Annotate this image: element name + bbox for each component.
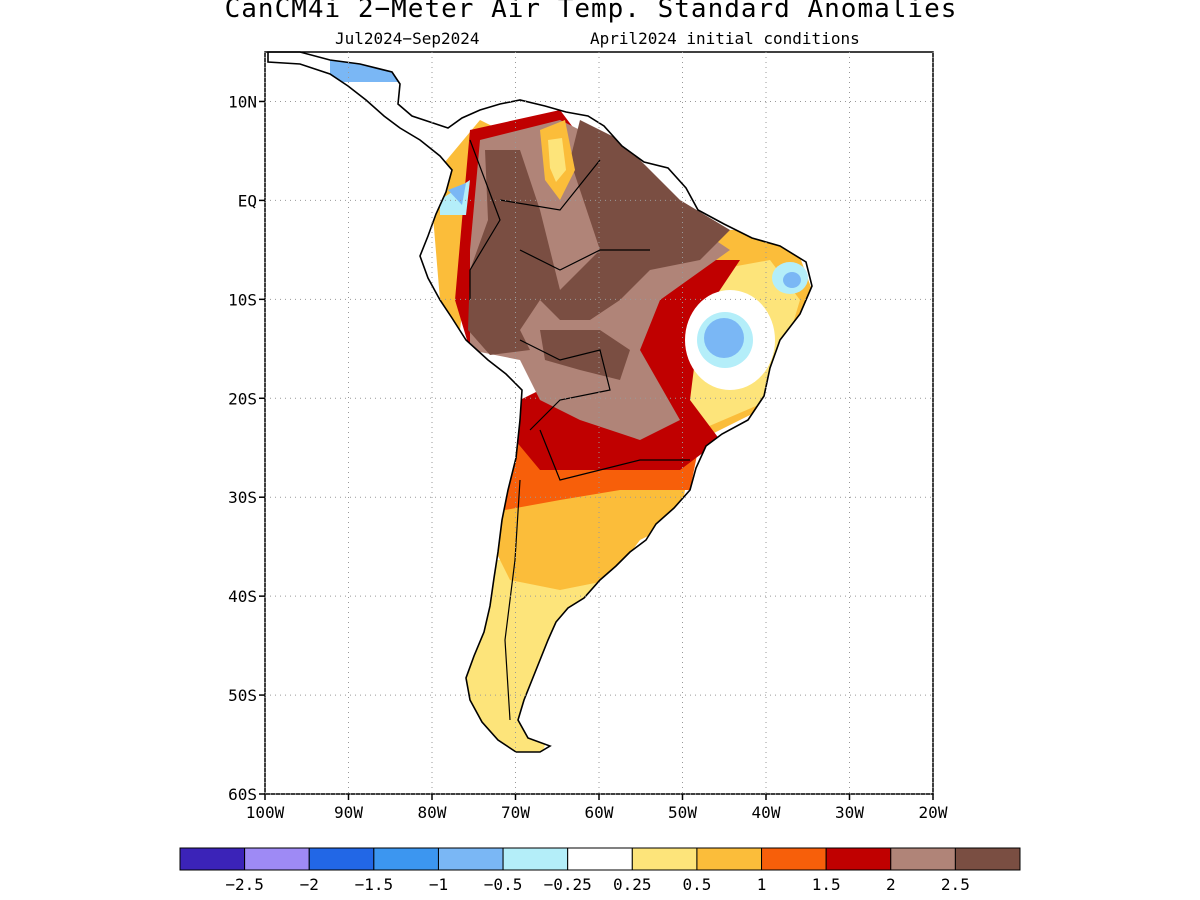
gridlines — [264, 52, 934, 795]
colorbar-swatch — [890, 847, 956, 871]
latitude-ticks: 10N EQ 10S 20S 30S 40S 50S 60S — [228, 92, 265, 804]
longitude-ticks: 100W 90W 80W 70W 60W 50W 40W 30W 20W — [246, 794, 948, 822]
colorbar-swatch — [696, 847, 763, 871]
colorbar-label: 1 — [757, 875, 767, 894]
colorbar-label: −0.5 — [484, 875, 523, 894]
lon-tick-label: 100W — [246, 803, 285, 822]
colorbar-label: −2.5 — [225, 875, 264, 894]
colorbar-label: 2.5 — [941, 875, 970, 894]
colorbar-swatch — [954, 847, 1021, 871]
forecast-period-label: Jul2024−Sep2024 — [335, 29, 480, 48]
lon-tick-label: 50W — [668, 803, 697, 822]
lat-tick-label: 50S — [228, 686, 257, 705]
colorbar — [179, 847, 1021, 871]
colorbar-swatch — [502, 847, 569, 871]
colorbar-label: −0.25 — [544, 875, 592, 894]
colorbar-swatch — [437, 847, 504, 871]
colorbar-swatch — [825, 847, 892, 871]
colorbar-label: 2 — [886, 875, 896, 894]
lat-tick-label: 30S — [228, 488, 257, 507]
colorbar-swatch — [761, 847, 827, 871]
lon-tick-label: 40W — [752, 803, 781, 822]
colorbar-swatch — [308, 847, 375, 871]
country-borders — [469, 139, 690, 721]
lon-tick-label: 80W — [418, 803, 447, 822]
colorbar-swatch — [244, 847, 310, 871]
initial-conditions-label: April2024 initial conditions — [590, 29, 860, 48]
anomaly-shading — [268, 52, 812, 752]
colorbar-swatch — [373, 847, 439, 871]
lat-tick-label: 10N — [228, 92, 257, 111]
lat-tick-label: 10S — [228, 290, 257, 309]
lat-tick-label: 40S — [228, 587, 257, 606]
lon-tick-label: 20W — [919, 803, 948, 822]
lat-tick-label: EQ — [238, 191, 257, 210]
colorbar-labels: −2.5 −2 −1.5 −1 −0.5 −0.25 0.25 0.5 1 1.5 2 2.5 — [225, 875, 969, 894]
colorbar-label: 1.5 — [812, 875, 841, 894]
colorbar-swatch — [567, 847, 633, 871]
lon-tick-label: 90W — [334, 803, 363, 822]
colorbar-label: −1.5 — [355, 875, 394, 894]
colorbar-label: 0.5 — [682, 875, 711, 894]
colorbar-label: −1 — [429, 875, 448, 894]
map-title: CanCM4i 2−Meter Air Temp. Standard Anoma… — [224, 0, 958, 24]
lat-tick-label: 20S — [228, 389, 257, 408]
colorbar-swatch — [179, 847, 246, 871]
lon-tick-label: 70W — [501, 803, 530, 822]
lat-tick-label: 60S — [228, 785, 257, 804]
lon-tick-label: 60W — [585, 803, 614, 822]
lon-tick-label: 30W — [835, 803, 864, 822]
colorbar-label: 0.25 — [613, 875, 652, 894]
colorbar-swatch — [631, 847, 698, 871]
colorbar-label: −2 — [300, 875, 319, 894]
